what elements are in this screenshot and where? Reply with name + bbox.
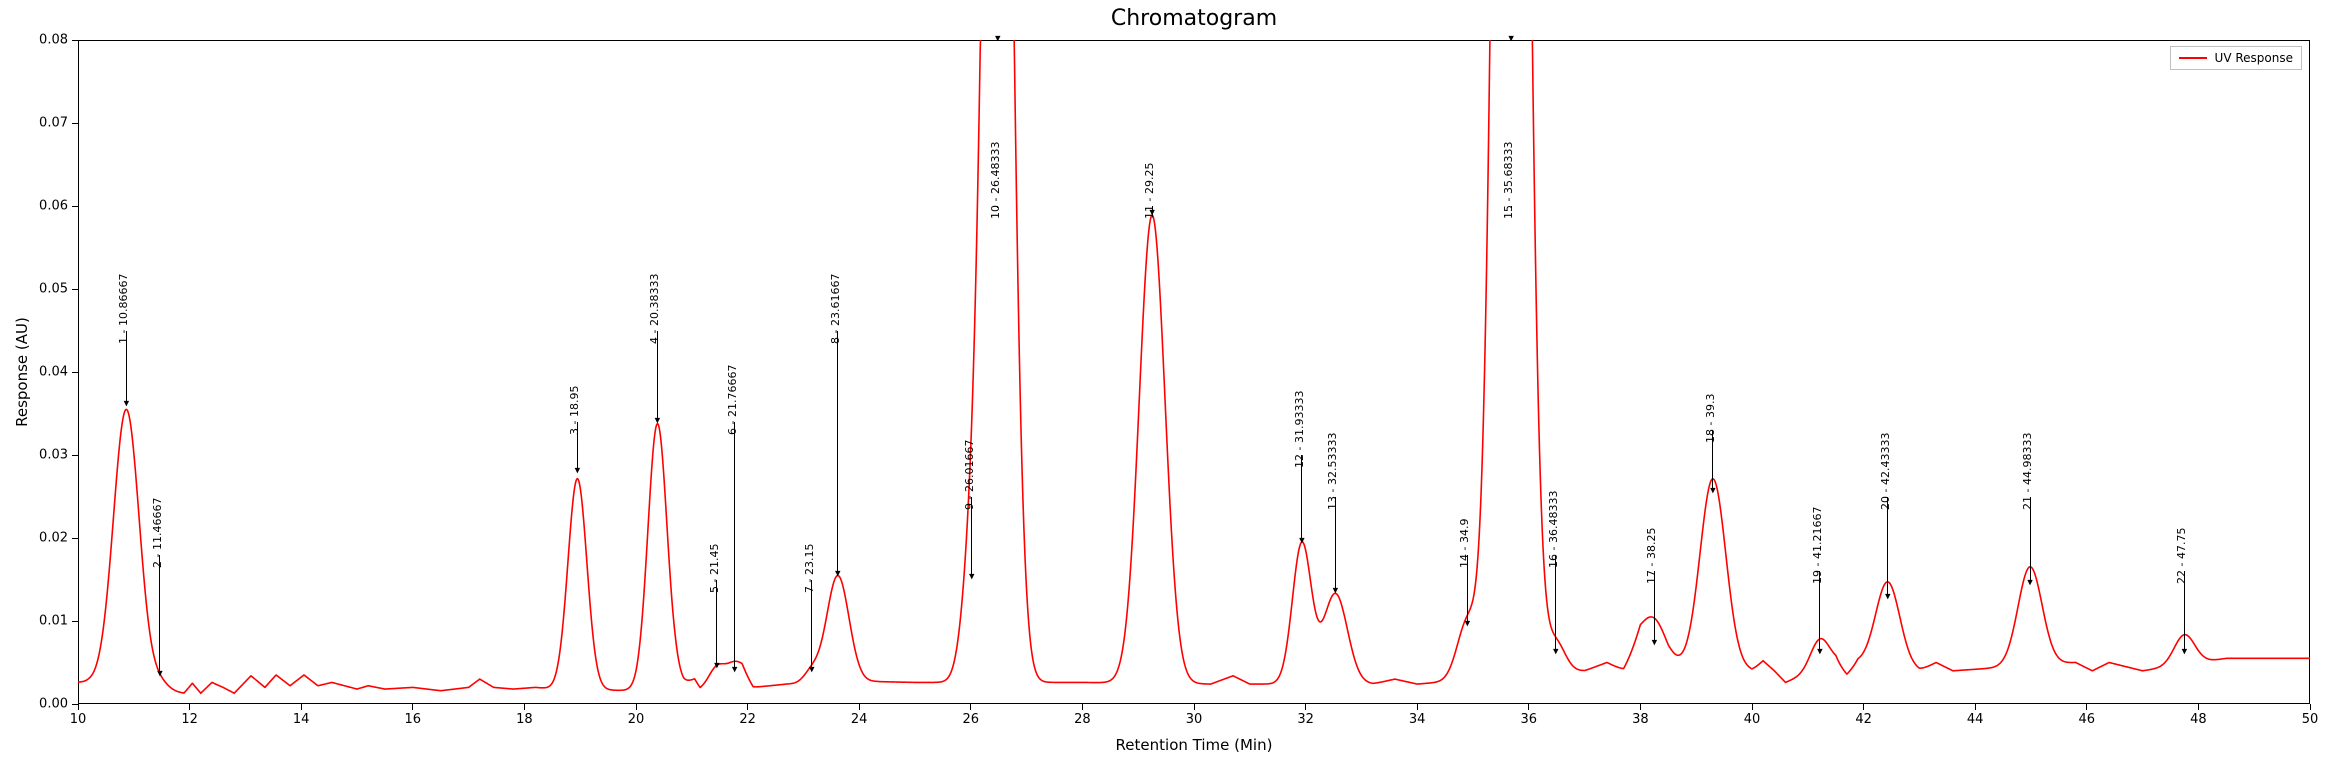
peak-label: 5 - 21.45: [708, 543, 721, 592]
y-tick-label: 0.00: [39, 697, 68, 712]
legend-swatch: [2179, 57, 2207, 59]
peak-label: 8 - 23.61667: [829, 273, 842, 343]
x-tick-label: 18: [516, 712, 533, 727]
peak-label: 6 - 21.76667: [726, 364, 739, 434]
peak-label: 12 - 31.93333: [1293, 391, 1306, 468]
x-tick-label: 34: [1409, 712, 1426, 727]
peak-leader: [734, 422, 735, 667]
x-tick-label: 32: [1297, 712, 1314, 727]
y-tick-label: 0.01: [39, 614, 68, 629]
peak-label: 17 - 38.25: [1645, 528, 1658, 584]
peak-label: 14 - 34.9: [1458, 518, 1471, 567]
x-tick-label: 10: [70, 712, 87, 727]
peak-leader: [837, 331, 838, 572]
legend: UV Response: [2170, 46, 2302, 70]
peak-label: 22 - 47.75: [2175, 528, 2188, 584]
y-tick-label: 0.07: [39, 116, 68, 131]
y-tick-label: 0.02: [39, 531, 68, 546]
peak-label: 10 - 26.48333: [989, 142, 1002, 219]
x-tick-label: 46: [2079, 712, 2096, 727]
chromatogram-chart: Chromatogram Retention Time (Min) Respon…: [0, 0, 2325, 775]
peak-leader: [159, 555, 160, 671]
peak-label: 3 - 18.95: [568, 385, 581, 434]
peak-leader: [1555, 555, 1556, 649]
peak-leader: [1335, 497, 1336, 588]
peak-label: 16 - 36.48333: [1547, 490, 1560, 567]
x-tick-label: 36: [1521, 712, 1538, 727]
x-tick-label: 28: [1074, 712, 1091, 727]
peak-label: 9 - 26.01667: [963, 439, 976, 509]
peak-label: 13 - 32.53333: [1326, 432, 1339, 509]
x-tick-label: 20: [628, 712, 645, 727]
x-tick-label: 50: [2302, 712, 2319, 727]
peak-label: 2 - 11.46667: [151, 497, 164, 567]
x-tick-label: 24: [851, 712, 868, 727]
x-tick-label: 38: [1632, 712, 1649, 727]
x-tick-label: 14: [293, 712, 310, 727]
x-tick-label: 48: [2190, 712, 2207, 727]
x-tick-label: 22: [739, 712, 756, 727]
peak-label: 19 - 41.21667: [1811, 507, 1824, 584]
legend-label: UV Response: [2215, 51, 2293, 65]
peak-label: 1 - 10.86667: [117, 273, 130, 343]
y-tick-label: 0.03: [39, 448, 68, 463]
x-tick-label: 44: [1967, 712, 1984, 727]
peak-label: 18 - 39.3: [1704, 394, 1717, 443]
peak-leader: [1887, 497, 1888, 594]
x-tick-label: 30: [1186, 712, 1203, 727]
chromatogram-line: [0, 0, 2325, 775]
y-tick-label: 0.06: [39, 199, 68, 214]
peak-label: 20 - 42.43333: [1879, 432, 1892, 509]
x-tick-label: 26: [963, 712, 980, 727]
x-tick-label: 42: [1855, 712, 1872, 727]
peak-label: 15 - 35.68333: [1502, 142, 1515, 219]
y-tick-label: 0.05: [39, 282, 68, 297]
x-tick-label: 12: [181, 712, 198, 727]
x-tick-label: 16: [405, 712, 422, 727]
peak-label: 11 - 29.25: [1143, 163, 1156, 219]
y-tick-label: 0.04: [39, 365, 68, 380]
peak-label: 21 - 44.98333: [2021, 432, 2034, 509]
peak-label: 4 - 20.38333: [648, 273, 661, 343]
peak-label: 7 - 23.15: [803, 543, 816, 592]
x-tick-label: 40: [1744, 712, 1761, 727]
y-tick-label: 0.08: [39, 33, 68, 48]
